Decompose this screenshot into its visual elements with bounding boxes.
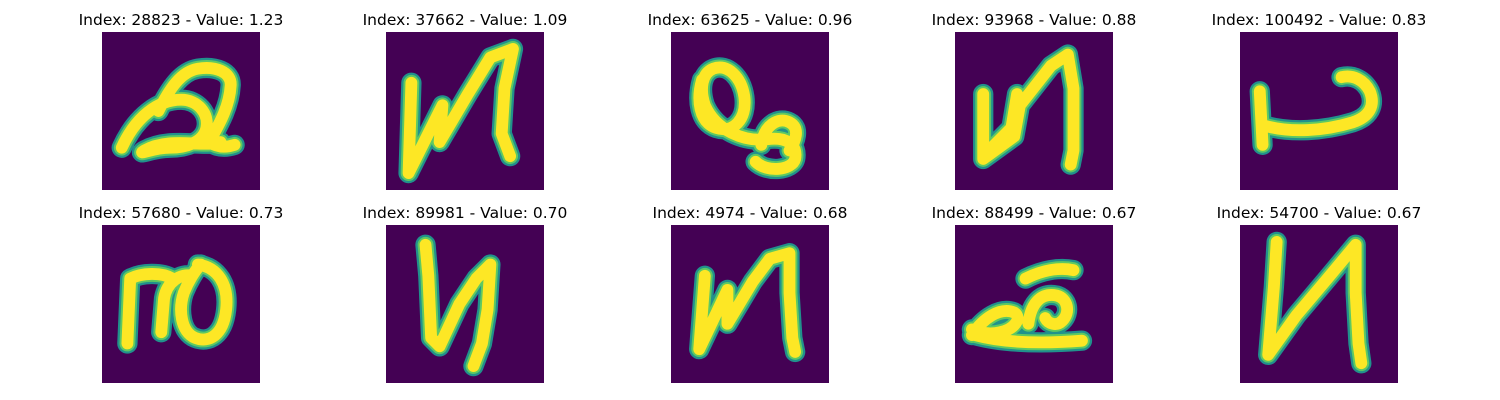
glyph-n-icon: [671, 225, 829, 383]
image-panel: Index: 63625 - Value: 0.96: [630, 8, 870, 190]
image-panel: Index: 88499 - Value: 0.67: [914, 201, 1154, 383]
image-panel: Index: 89981 - Value: 0.70: [345, 201, 585, 383]
panel-title: Index: 93968 - Value: 0.88: [914, 8, 1154, 32]
image-panel: Index: 37662 - Value: 1.09: [345, 8, 585, 190]
image-panel: Index: 57680 - Value: 0.73: [61, 201, 301, 383]
glyph-l-icon: [1240, 32, 1398, 190]
panel-title: Index: 54700 - Value: 0.67: [1199, 201, 1439, 225]
glyph-q-icon: [671, 32, 829, 190]
panel-title: Index: 4974 - Value: 0.68: [630, 201, 870, 225]
panel-title: Index: 89981 - Value: 0.70: [345, 201, 585, 225]
glyph-a-icon: [102, 32, 260, 190]
image-panel: Index: 4974 - Value: 0.68: [630, 201, 870, 383]
panel-title: Index: 88499 - Value: 0.67: [914, 201, 1154, 225]
panel-title: Index: 63625 - Value: 0.96: [630, 8, 870, 32]
glyph-n-icon: [1240, 225, 1398, 383]
image-panel: Index: 93968 - Value: 0.88: [914, 8, 1154, 190]
image-panel: Index: 28823 - Value: 1.23: [61, 8, 301, 190]
panel-title: Index: 100492 - Value: 0.83: [1199, 8, 1439, 32]
panel-title: Index: 28823 - Value: 1.23: [61, 8, 301, 32]
panel-title: Index: 37662 - Value: 1.09: [345, 8, 585, 32]
glyph-e-icon: [955, 225, 1113, 383]
glyph-n-thin-icon: [386, 225, 544, 383]
image-panel: Index: 100492 - Value: 0.83: [1199, 8, 1439, 190]
glyph-n-bold-icon: [955, 32, 1113, 190]
glyph-ro-icon: [102, 225, 260, 383]
glyph-n-icon: [386, 32, 544, 190]
image-panel: Index: 54700 - Value: 0.67: [1199, 201, 1439, 383]
panel-title: Index: 57680 - Value: 0.73: [61, 201, 301, 225]
